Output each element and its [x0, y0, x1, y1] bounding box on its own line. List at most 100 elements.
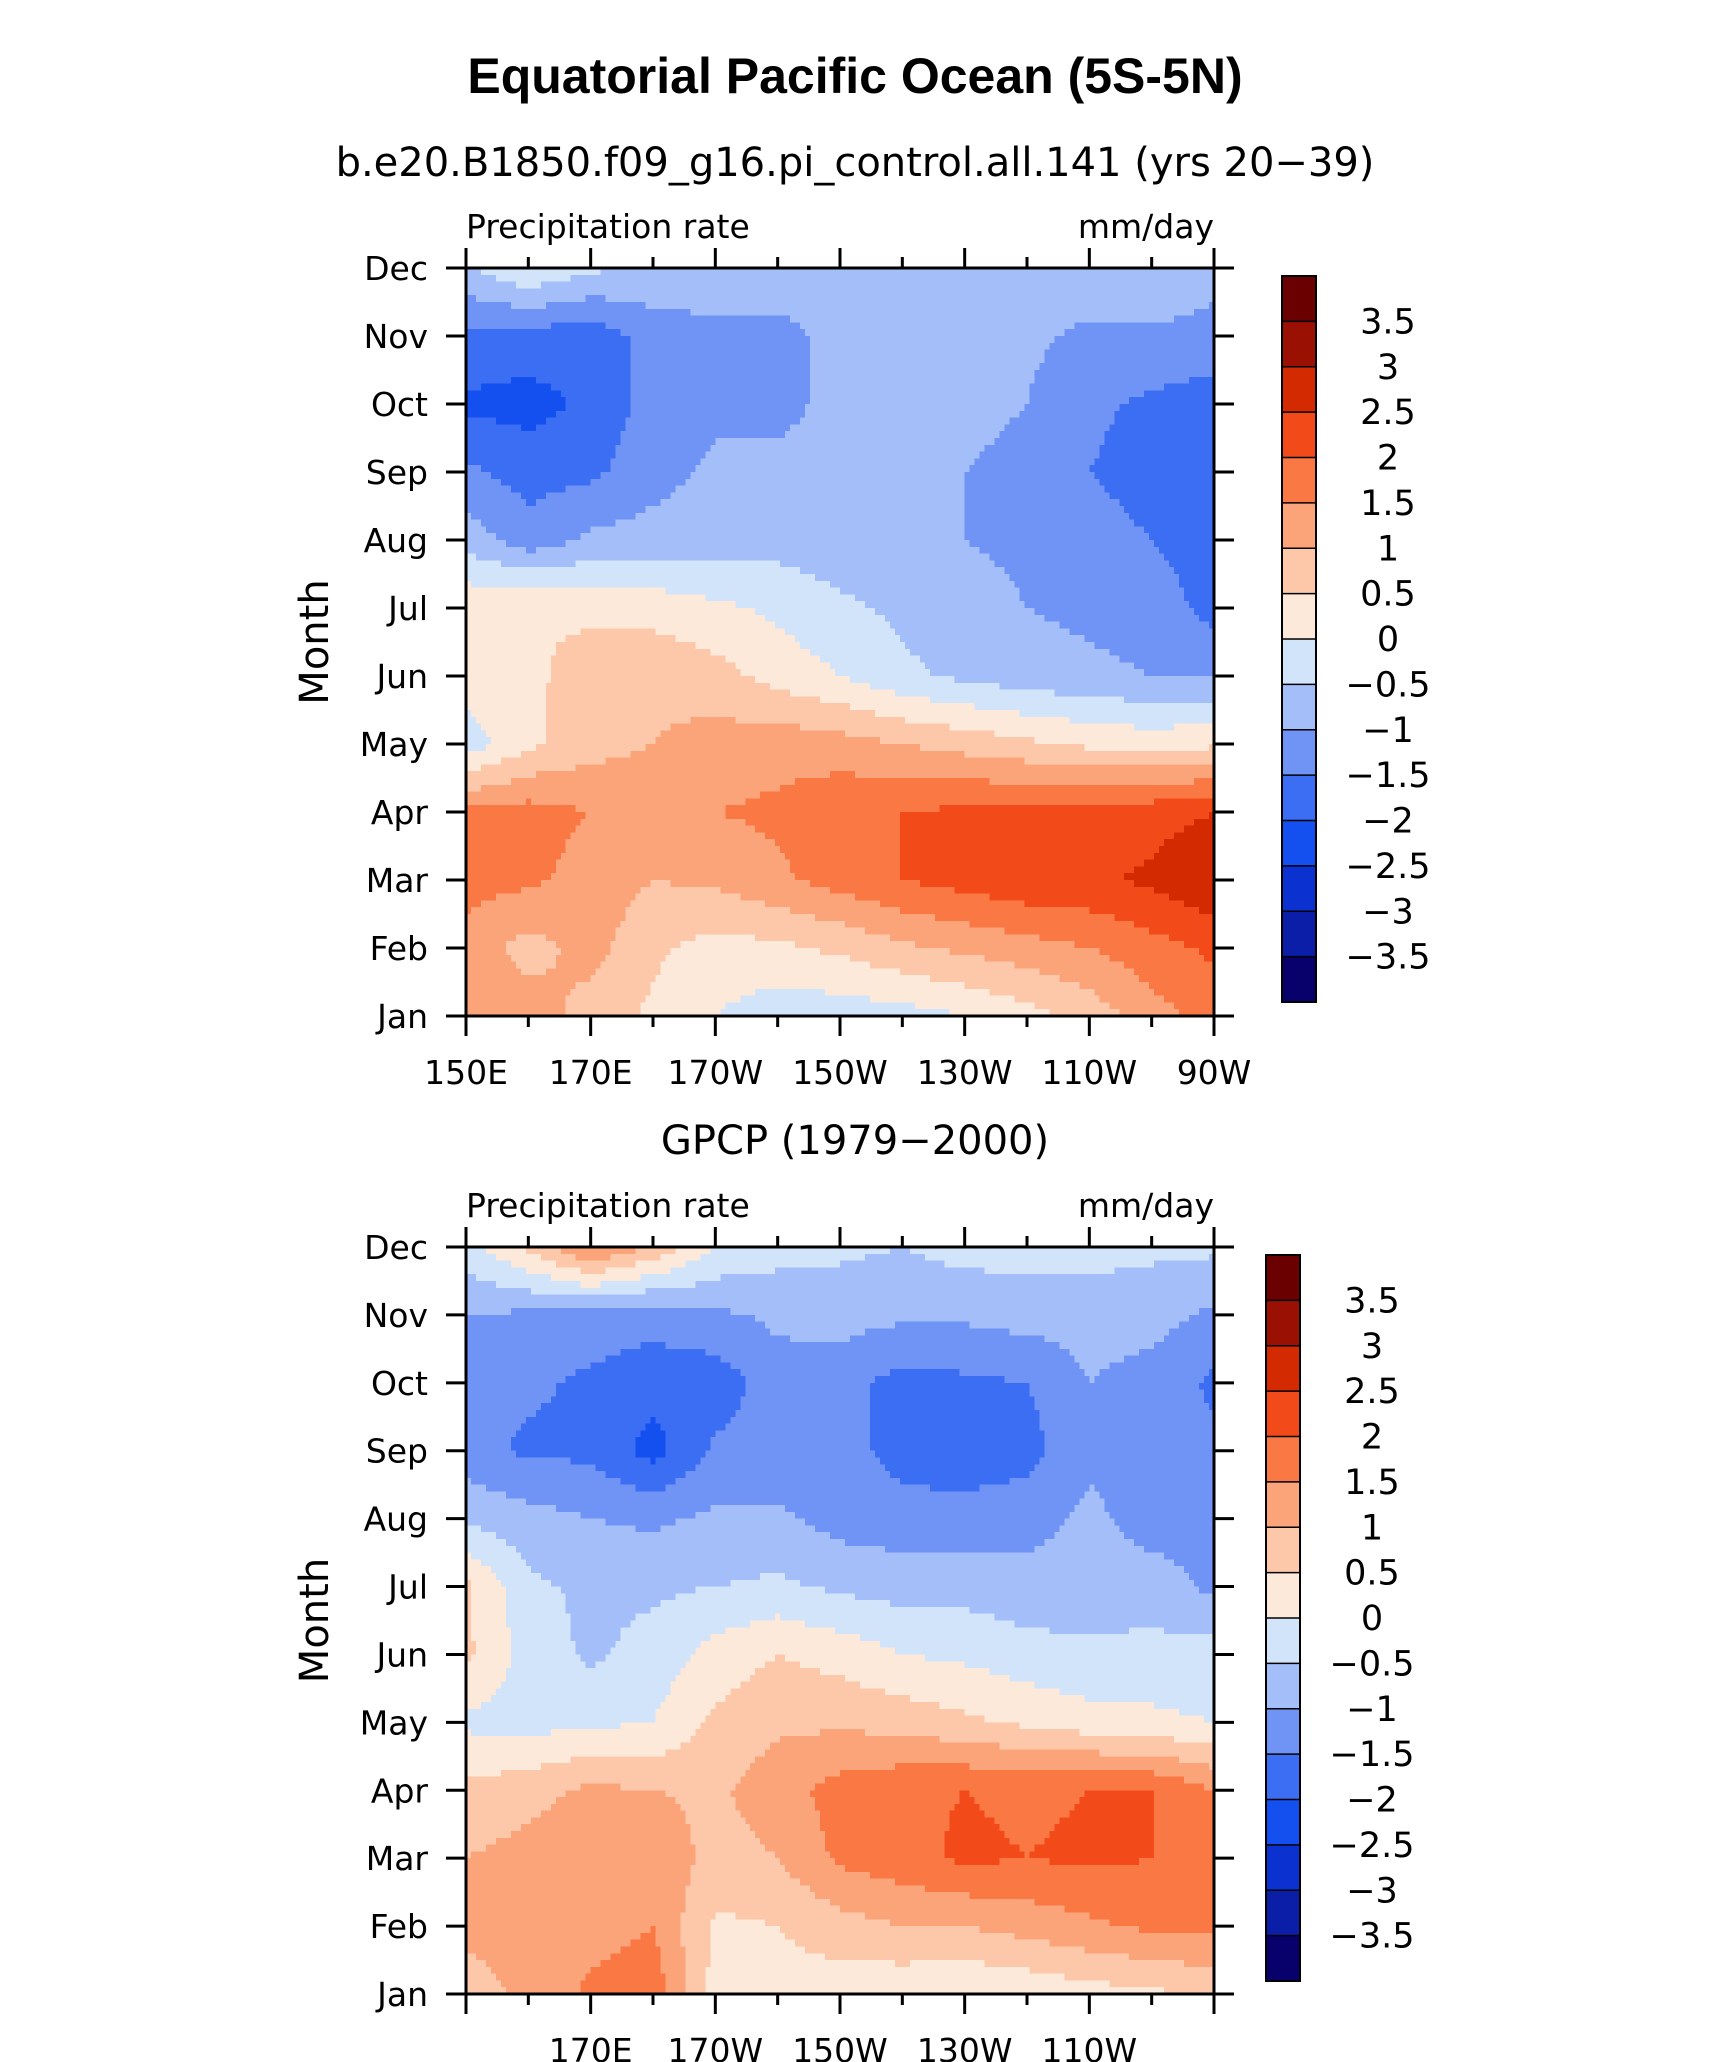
contour-cell — [615, 302, 622, 310]
contour-cell — [1029, 363, 1036, 371]
contour-cell — [755, 444, 761, 453]
contour-cell — [1109, 268, 1115, 276]
contour-cell — [909, 363, 916, 371]
contour-cell — [720, 295, 726, 303]
contour-cell — [1019, 376, 1026, 385]
contour-cell — [1094, 370, 1100, 378]
contour-cell — [1074, 329, 1080, 337]
contour-cell — [545, 390, 552, 398]
contour-cell — [735, 410, 741, 419]
contour-cell — [480, 268, 487, 276]
contour-cell — [635, 397, 642, 405]
contour-cell — [815, 363, 821, 371]
contour-cell — [630, 308, 637, 317]
contour-cell — [840, 363, 846, 371]
contour-cell — [820, 458, 826, 466]
contour-cell — [1174, 302, 1180, 310]
contour-cell — [1054, 315, 1061, 323]
contour-cell — [685, 458, 691, 466]
contour-cell — [835, 431, 841, 439]
contour-cell — [755, 281, 761, 289]
contour-cell — [969, 363, 976, 371]
contour-cell — [565, 315, 572, 323]
contour-cell — [1194, 472, 1200, 480]
contour-cell — [585, 342, 592, 351]
contour-cell — [1054, 465, 1061, 473]
contour-cell — [550, 458, 557, 466]
contour-cell — [720, 478, 726, 487]
contour-cell — [884, 336, 891, 344]
contour-cell — [675, 281, 682, 289]
contour-cell — [934, 465, 941, 473]
contour-cell — [500, 370, 507, 378]
contour-cell — [874, 444, 881, 453]
contour-cell — [700, 349, 706, 357]
contour-cell — [475, 404, 482, 412]
contour-cell — [1054, 404, 1061, 412]
contour-cell — [580, 410, 587, 419]
contour-cell — [615, 451, 622, 459]
contour-cell — [825, 315, 831, 323]
contour-cell — [959, 404, 966, 412]
contour-cell — [1134, 410, 1140, 419]
contour-cell — [1069, 342, 1075, 351]
contour-cell — [480, 342, 487, 351]
contour-cell — [710, 465, 716, 473]
contour-cell — [610, 390, 617, 398]
contour-cell — [595, 274, 602, 283]
contour-cell — [760, 404, 766, 412]
contour-cell — [1199, 478, 1205, 487]
contour-cell — [650, 376, 657, 385]
contour-cell — [550, 370, 557, 378]
contour-cell — [949, 390, 956, 398]
contour-cell — [924, 302, 931, 310]
contour-cell — [610, 458, 617, 466]
contour-cell — [530, 492, 537, 500]
contour-cell — [1059, 336, 1065, 344]
contour-cell — [655, 424, 662, 432]
contour-cell — [1119, 431, 1125, 439]
contour-cell — [1039, 458, 1046, 466]
contour-cell — [1184, 390, 1190, 398]
contour-cell — [929, 417, 936, 425]
contour-cell — [645, 349, 652, 357]
contour-cell — [1059, 329, 1065, 337]
contour-cell — [969, 329, 976, 337]
contour-cell — [939, 397, 946, 405]
contour-cell — [1059, 315, 1065, 323]
contour-cell — [750, 288, 756, 296]
contour-cell — [645, 342, 652, 351]
contour-cell — [884, 302, 891, 310]
contour-cell — [485, 322, 492, 330]
contour-cell — [929, 295, 936, 303]
contour-cell — [630, 302, 637, 310]
contour-cell — [500, 472, 507, 480]
contour-cell — [640, 444, 647, 453]
contour-cell — [620, 336, 627, 344]
contour-cell — [1124, 438, 1130, 446]
contour-cell — [1204, 410, 1210, 419]
contour-cell — [1159, 451, 1165, 459]
contour-cell — [825, 274, 831, 283]
contour-cell — [535, 492, 542, 500]
contour-cell — [1104, 410, 1110, 419]
contour-cell — [1189, 302, 1195, 310]
contour-cell — [854, 458, 861, 466]
contour-cell — [1024, 404, 1031, 412]
contour-cell — [780, 458, 786, 466]
contour-cell — [929, 302, 936, 310]
contour-cell — [934, 417, 941, 425]
contour-cell — [899, 308, 906, 317]
contour-cell — [540, 308, 547, 317]
contour-cell — [600, 451, 607, 459]
contour-cell — [725, 485, 731, 493]
contour-cell — [1169, 349, 1175, 357]
contour-cell — [1014, 363, 1021, 371]
contour-cell — [505, 274, 512, 283]
contour-cell — [999, 376, 1006, 385]
contour-cell — [735, 349, 741, 357]
contour-cell — [575, 383, 582, 391]
contour-cell — [929, 274, 936, 283]
contour-cell — [1164, 349, 1170, 357]
contour-cell — [800, 383, 806, 391]
